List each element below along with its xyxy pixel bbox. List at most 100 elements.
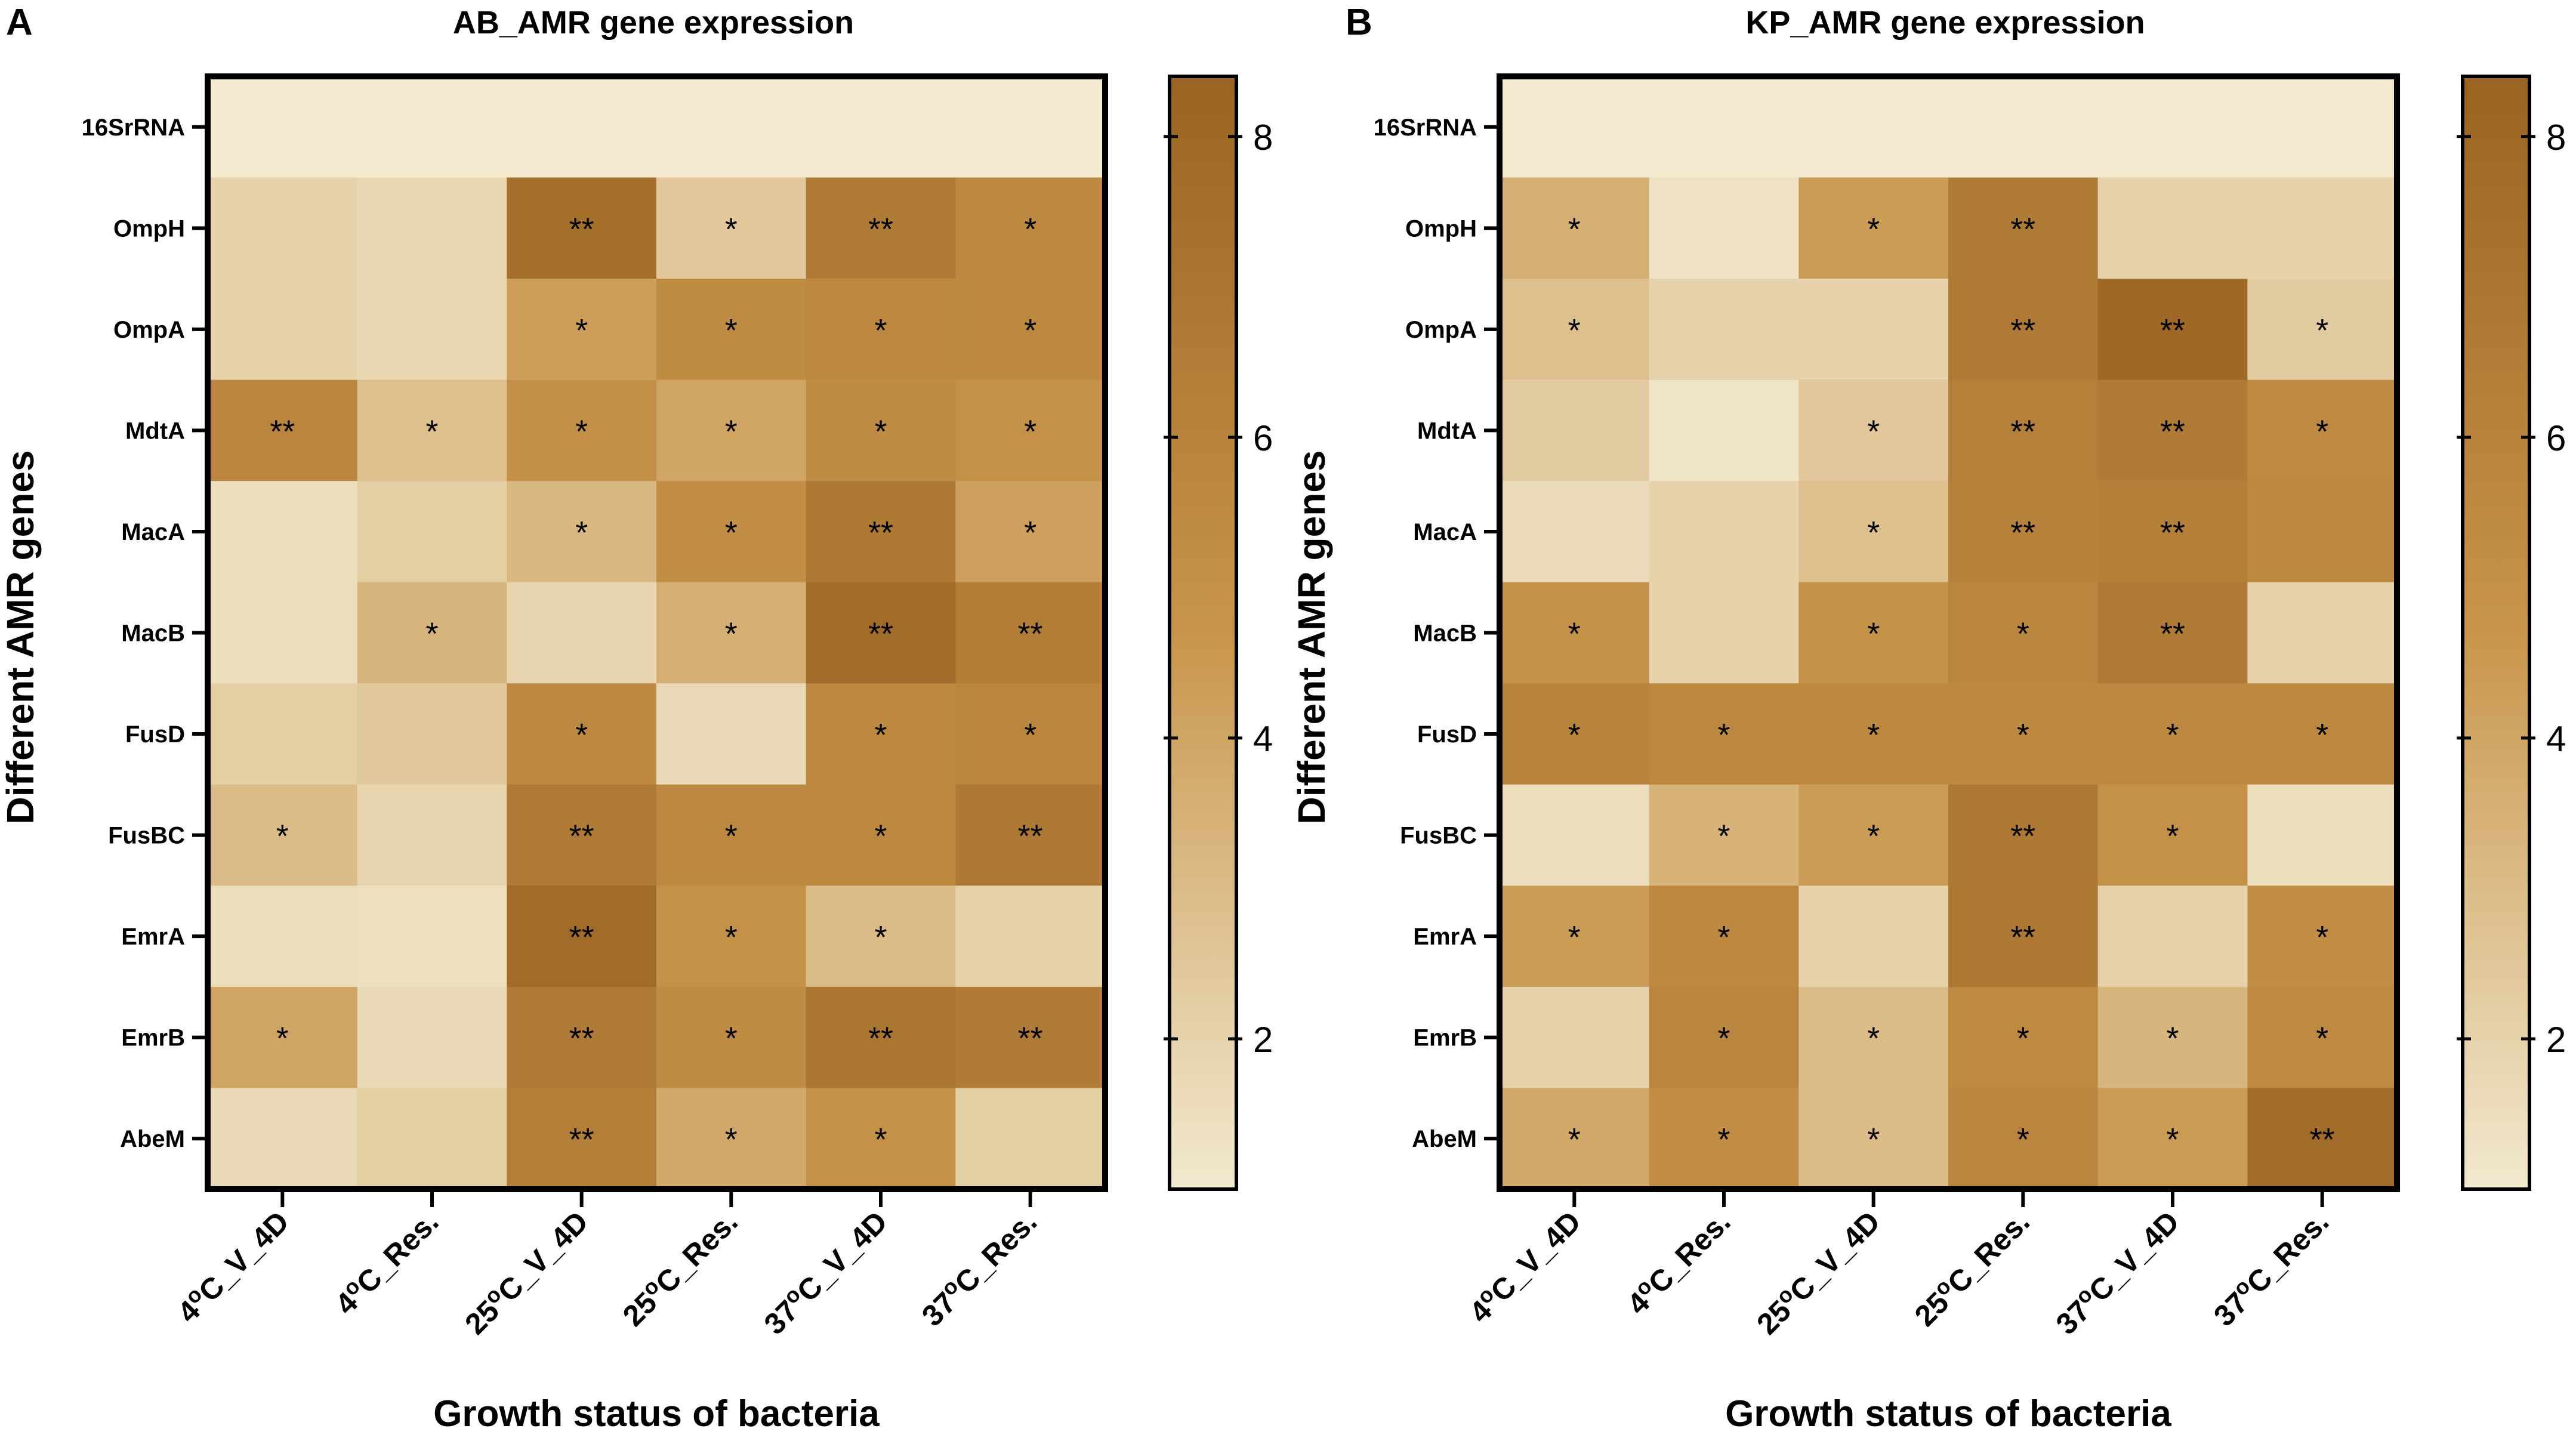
significance-mark: * [1568, 717, 1581, 753]
heatmap-cell-16SrRNA-2 [357, 76, 508, 178]
heatmap-cell-MdtA-1 [208, 379, 358, 482]
heatmap-cell-OmpA-1 [1500, 279, 1650, 381]
y-tick-label: MacA [1413, 519, 1477, 545]
heatmap-cell-EmrB-5 [2097, 986, 2248, 1089]
heatmap-cell-EmrA-3 [1798, 885, 1949, 988]
heatmap-cell-16SrRNA-3 [507, 76, 657, 178]
heatmap-cell-EmrA-1 [1500, 885, 1650, 988]
y-tick-label: AbeM [1412, 1126, 1477, 1152]
significance-mark: * [1867, 211, 1880, 247]
heatmap-cell-EmrB-1 [208, 986, 358, 1089]
panel-b-cells [1500, 76, 2398, 1190]
heatmap-cell-MacB-6 [955, 582, 1106, 684]
y-tick-label: EmrA [1413, 924, 1477, 950]
heatmap-cell-EmrB-5 [806, 986, 957, 1089]
heatmap-cell-MacA-5 [806, 481, 957, 583]
heatmap-cell-FusBC-1 [1500, 784, 1650, 887]
significance-mark: * [874, 313, 887, 348]
panel-a-heatmap: A AB_AMR gene expression Different AMR g… [0, 2, 1273, 1434]
significance-mark: * [1717, 717, 1730, 753]
heatmap-cell-FusBC-4 [656, 784, 807, 887]
y-tick-label: MacA [121, 519, 185, 545]
heatmap-cell-AbeM-4 [656, 1088, 807, 1190]
y-tick-label: FusD [125, 721, 185, 748]
heatmap-cell-OmpA-1 [208, 279, 358, 381]
significance-mark: * [425, 616, 438, 652]
significance-mark: * [874, 819, 887, 854]
heatmap-cell-MdtA-5 [2097, 379, 2248, 482]
significance-mark: * [2166, 1122, 2179, 1158]
heatmap-cell-FusD-5 [2097, 683, 2248, 785]
significance-mark: * [1717, 819, 1730, 854]
significance-mark: ** [2010, 313, 2035, 348]
heatmap-cell-AbeM-5 [806, 1088, 957, 1190]
heatmap-cell-MacB-5 [2097, 582, 2248, 684]
y-tick-label: AbeM [120, 1126, 185, 1152]
significance-mark: ** [1018, 1021, 1043, 1057]
significance-mark: * [725, 313, 738, 348]
y-tick-label: 16SrRNA [82, 115, 185, 141]
significance-mark: * [2316, 717, 2328, 753]
significance-mark: ** [2010, 211, 2035, 247]
significance-mark: * [725, 515, 738, 551]
heatmap-cell-EmrB-4 [1948, 986, 2099, 1089]
heatmap-cell-AbeM-1 [208, 1088, 358, 1190]
significance-mark: * [2316, 413, 2328, 449]
heatmap-cell-FusBC-5 [2097, 784, 2248, 887]
significance-mark: * [1024, 211, 1036, 247]
heatmap-cell-16SrRNA-6 [2247, 76, 2398, 178]
heatmap-cell-MdtA-6 [2247, 379, 2398, 482]
x-tick-label: 37oC_Res. [2205, 1202, 2336, 1333]
heatmap-cell-OmpH-3 [507, 177, 657, 279]
y-tick-label: FusBC [108, 823, 185, 849]
significance-mark: * [2166, 819, 2179, 854]
significance-mark: * [1717, 919, 1730, 955]
y-tick-label: MacB [1413, 621, 1477, 647]
heatmap-cell-FusBC-1 [208, 784, 358, 887]
heatmap-cell-AbeM-6 [955, 1088, 1106, 1190]
significance-mark: * [1717, 1122, 1730, 1158]
significance-mark: * [1568, 919, 1581, 955]
heatmap-cell-EmrA-4 [1948, 885, 2099, 988]
heatmap-cell-OmpA-6 [2247, 279, 2398, 381]
significance-mark: * [276, 819, 289, 854]
significance-mark: * [2166, 717, 2179, 753]
x-tick-label: 25oC_Res. [614, 1202, 745, 1333]
significance-mark: * [2316, 313, 2328, 348]
heatmap-cell-EmrA-3 [507, 885, 657, 988]
panel-b-y-axis: 16SrRNA OmpH OmpA MdtA MacA MacB FusD FusBC EmrA… [1374, 115, 1497, 1152]
heatmap-cell-MacA-6 [2247, 481, 2398, 583]
significance-mark: ** [868, 616, 893, 652]
significance-mark: ** [569, 1021, 594, 1057]
heatmap-cell-MacB-1 [208, 582, 358, 684]
significance-mark: * [1568, 313, 1581, 348]
panel-a-x-axis: 4oC_V_4D 4oC_Res.25oC_V_4D25oC_Res.37oC_V… [171, 1192, 1044, 1341]
heatmap-cell-OmpH-6 [2247, 177, 2398, 279]
significance-mark: ** [1018, 616, 1043, 652]
heatmap-cell-16SrRNA-1 [208, 76, 358, 178]
x-tick-label: 4oC_Res. [1618, 1202, 1737, 1321]
significance-mark: ** [569, 819, 594, 854]
significance-mark: * [874, 717, 887, 753]
heatmap-cell-FusD-1 [208, 683, 358, 785]
y-tick-label: EmrA [121, 924, 185, 950]
panel-label-b: B [1346, 2, 1372, 43]
heatmap-cell-FusBC-3 [507, 784, 657, 887]
y-tick-label: MacB [121, 621, 185, 647]
significance-mark: ** [270, 413, 295, 449]
significance-mark: * [874, 413, 887, 449]
x-tick-label: 37oC_Res. [913, 1202, 1044, 1333]
y-tick-label: OmpH [113, 215, 185, 242]
panel-b-plot-border [1497, 73, 2400, 1192]
significance-mark: * [1568, 616, 1581, 652]
panel-a-cells [208, 76, 1106, 1190]
heatmap-cell-EmrA-4 [656, 885, 807, 988]
heatmap-cell-OmpH-2 [357, 177, 508, 279]
heatmap-cell-16SrRNA-2 [1649, 76, 1800, 178]
heatmap-cell-OmpH-5 [2097, 177, 2248, 279]
heatmap-cell-OmpH-4 [656, 177, 807, 279]
heatmap-cell-MacB-6 [2247, 582, 2398, 684]
panel-a-plot-border [205, 73, 1108, 1192]
significance-mark: * [725, 819, 738, 854]
